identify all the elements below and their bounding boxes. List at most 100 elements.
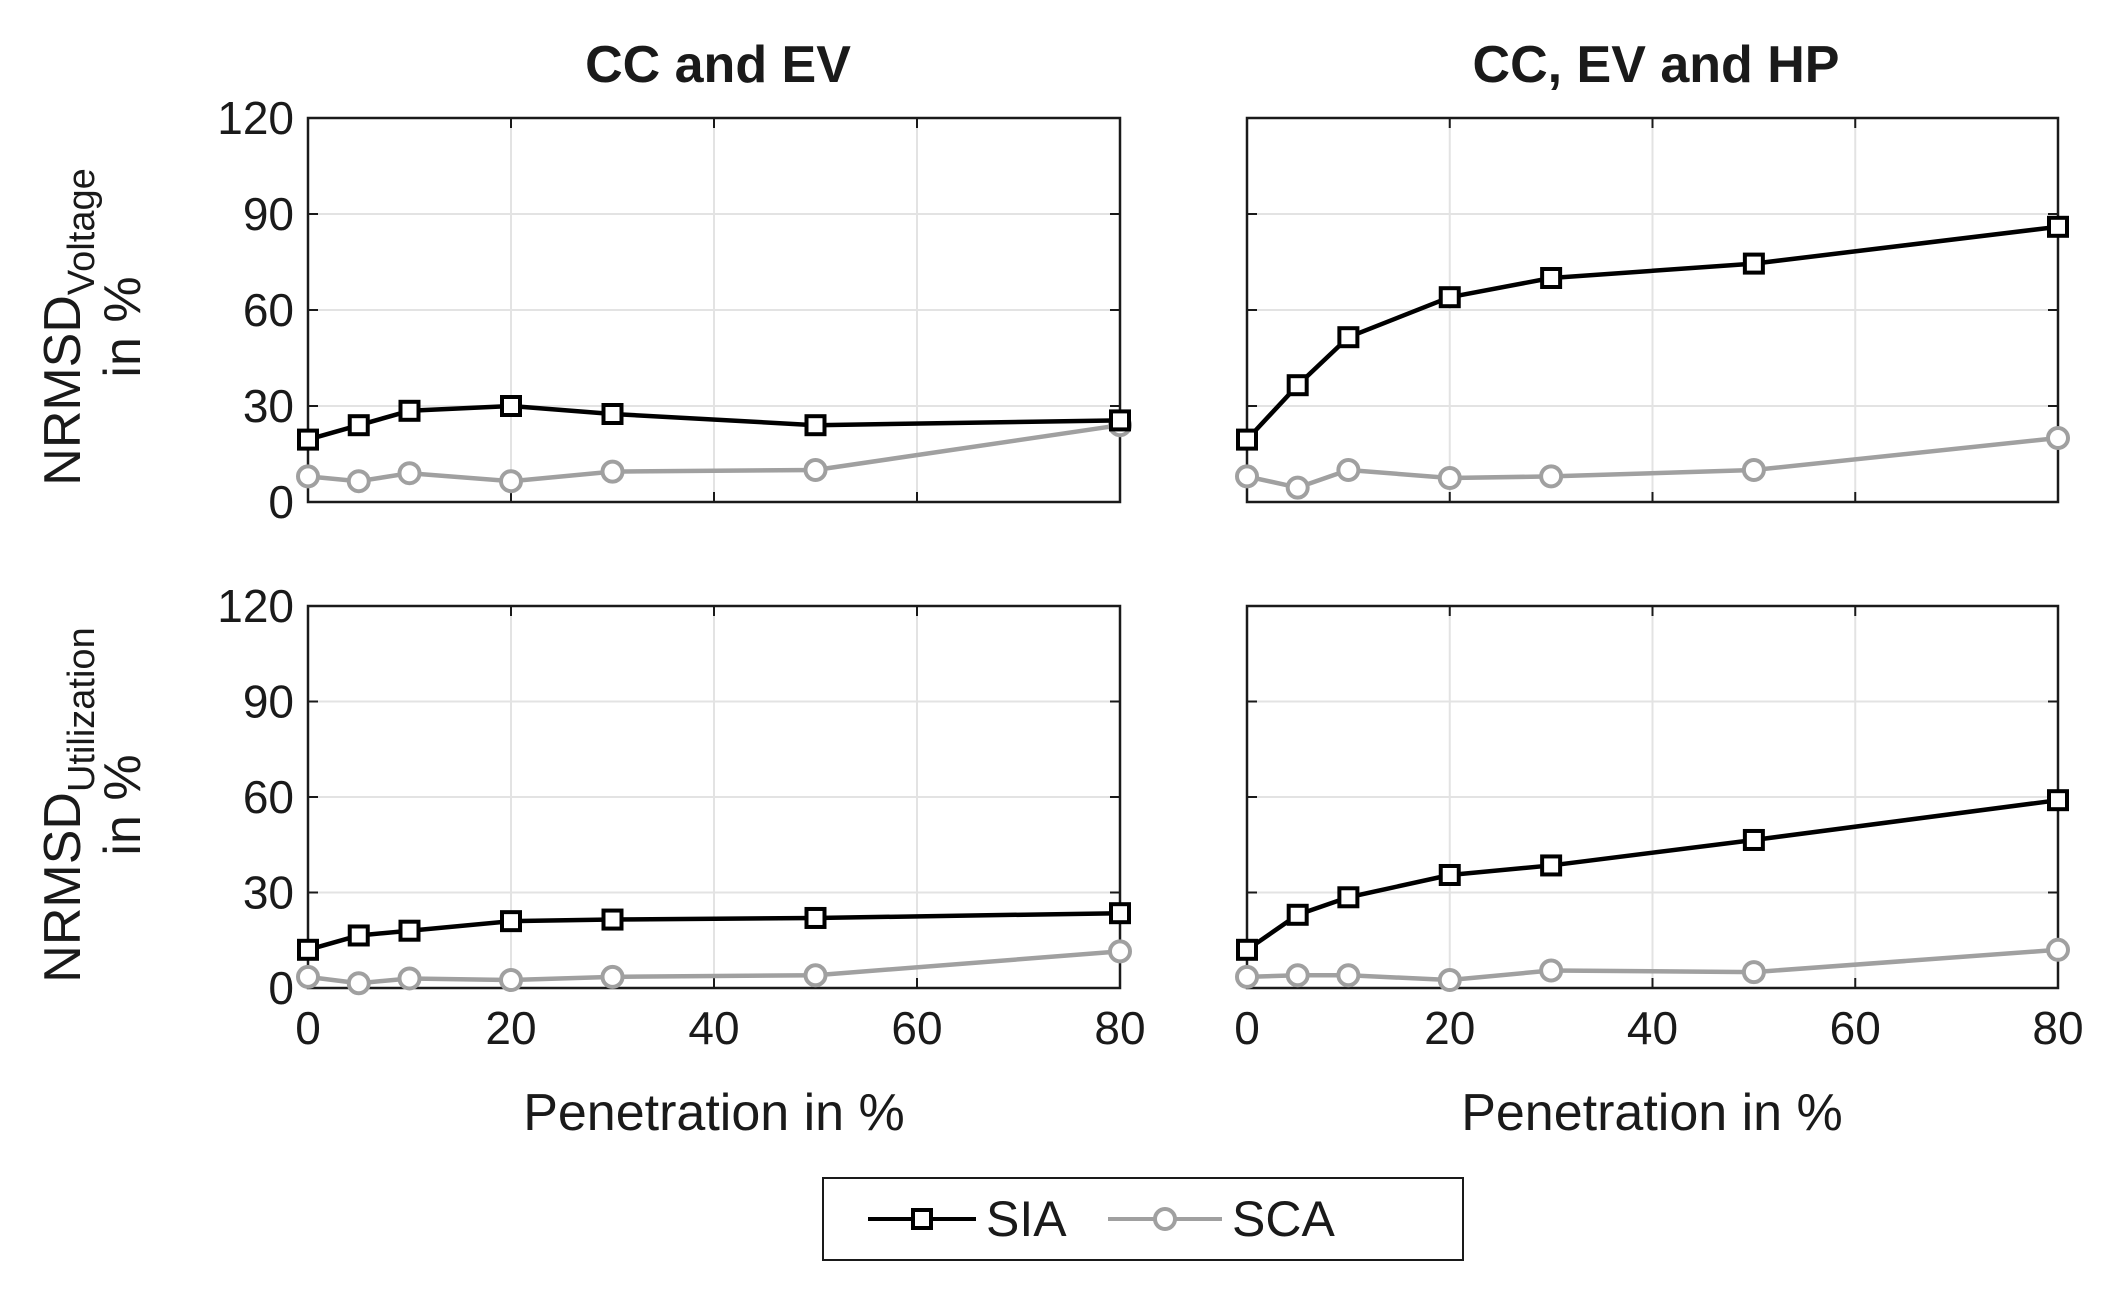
point-sca [397,966,422,991]
legend: SIA SCA [822,1177,1464,1261]
point-sia [1236,428,1258,451]
point-sia [1337,886,1360,909]
point-sia [500,395,522,417]
xtick-label: 60 [1830,1002,1881,1054]
point-sca [1539,464,1564,489]
xtick-label: 60 [891,1002,942,1054]
point-sia [1109,409,1131,432]
point-sca [803,458,828,482]
column-title-right: CC, EV and HP [1473,36,1840,94]
ytick-label: 0 [268,962,294,1014]
point-sia [601,403,624,425]
xtick-label: 20 [1424,1002,1475,1054]
point-sia [347,414,370,437]
xtick-label: 80 [1094,1002,1145,1054]
point-sca [1539,958,1564,983]
panel-2: 0 20 40 60 80 0 30 60 90 120 [217,580,1145,1054]
point-sia [2047,789,2069,812]
point-sca [1285,963,1310,988]
ylabel-utilization: NRMSDUtilization in % [34,627,152,982]
point-sca [2046,937,2070,962]
point-sca [296,464,320,489]
legend-sia-marker [911,1208,933,1230]
point-sia [1742,252,1765,275]
point-sia [1438,863,1461,886]
ytick-label: 90 [243,188,294,240]
point-sca [397,461,422,486]
ylabel-voltage-sub: Voltage [61,168,103,295]
point-sca [600,964,625,989]
point-sca [1741,960,1766,985]
ytick-label: 30 [243,867,294,919]
point-sca [2046,426,2070,450]
point-sia [297,938,319,961]
xtick-label: 80 [2032,1002,2083,1054]
point-sia [601,908,624,931]
point-sca [1336,458,1361,482]
ytick-label: 120 [217,580,294,632]
point-sca [1437,968,1462,993]
ytick-label: 0 [268,476,294,528]
ylabel-voltage-unit: in % [94,276,152,377]
point-sca [1437,466,1462,490]
ytick-label: 30 [243,380,294,432]
xtick-label: 40 [688,1002,739,1054]
point-sia [500,910,522,933]
point-sca [1741,458,1766,482]
point-sca [1285,475,1310,500]
ytick-label: 60 [243,771,294,823]
ytick-label: 120 [217,92,294,144]
point-sia [1286,903,1309,926]
point-sia [1236,938,1258,961]
ylabel-utilization-main: NRMSD [34,792,92,983]
point-sca [499,968,523,993]
panel-0: 0 30 60 90 120 [217,92,1132,528]
point-sia [1540,267,1563,289]
ylabel-utilization-sub: Utilization [61,627,103,792]
point-sia [1742,828,1765,851]
point-sia [347,924,370,947]
panels: 0 30 60 90 120 0 20 40 60 80 0 30 60 90 120 0 20 40 60 80 [217,92,2083,1054]
point-sia [804,906,827,929]
point-sia [297,428,319,451]
ytick-label: 90 [243,676,294,728]
point-sca [600,459,625,484]
xtick-label: 0 [295,1002,321,1054]
point-sia [1286,374,1309,397]
point-sca [1235,464,1259,489]
legend-sca-marker [1153,1207,1177,1231]
xtick-label: 20 [485,1002,536,1054]
point-sca [1108,939,1132,964]
ylabel-utilization-unit: in % [94,754,152,855]
point-sia [804,414,827,437]
ytick-label: 60 [243,284,294,336]
point-sca [1336,963,1361,988]
xlabel-right: Penetration in % [1461,1084,1843,1142]
ylabel-voltage: NRMSDVoltage in % [34,168,152,485]
point-sca [499,469,523,494]
svg-text:NRMSDVoltage: NRMSDVoltage [34,168,103,485]
panel-1 [1235,116,2070,504]
point-sia [1438,286,1461,309]
point-sca [1235,964,1259,989]
point-sca [296,964,320,989]
point-sia [398,919,421,942]
point-sca [346,469,371,494]
point-sia [1540,854,1563,877]
point-sca [803,963,828,988]
ylabel-voltage-main: NRMSD [34,295,92,486]
legend-sca-label: SCA [1232,1191,1335,1247]
legend-sia-label: SIA [986,1191,1067,1247]
xtick-label: 0 [1234,1002,1260,1054]
point-sia [398,399,421,422]
point-sca [346,971,371,996]
svg-text:NRMSDUtilization: NRMSDUtilization [34,627,103,982]
column-title-left: CC and EV [585,36,851,94]
point-sia [2047,215,2069,238]
point-sia [1337,326,1360,349]
xtick-label: 40 [1627,1002,1678,1054]
point-sia [1109,902,1131,925]
panel-3: 0 20 40 60 80 [1234,604,2084,1054]
xlabel-left: Penetration in % [523,1084,905,1142]
